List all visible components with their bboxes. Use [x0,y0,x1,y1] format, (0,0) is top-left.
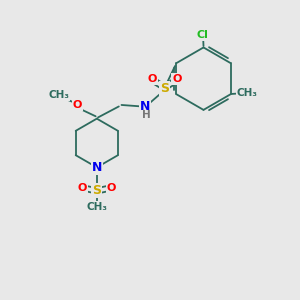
Text: N: N [92,161,102,174]
Text: CH₃: CH₃ [86,202,107,212]
Text: O: O [78,183,87,193]
Text: Cl: Cl [197,30,209,40]
Text: S: S [92,184,101,197]
Text: O: O [106,183,116,193]
Text: O: O [73,100,82,110]
Text: CH₃: CH₃ [236,88,257,98]
Text: H: H [142,110,151,120]
Text: O: O [147,74,157,84]
Text: S: S [160,82,169,95]
Text: N: N [140,100,151,113]
Text: CH₃: CH₃ [49,90,70,100]
Text: O: O [172,74,182,84]
